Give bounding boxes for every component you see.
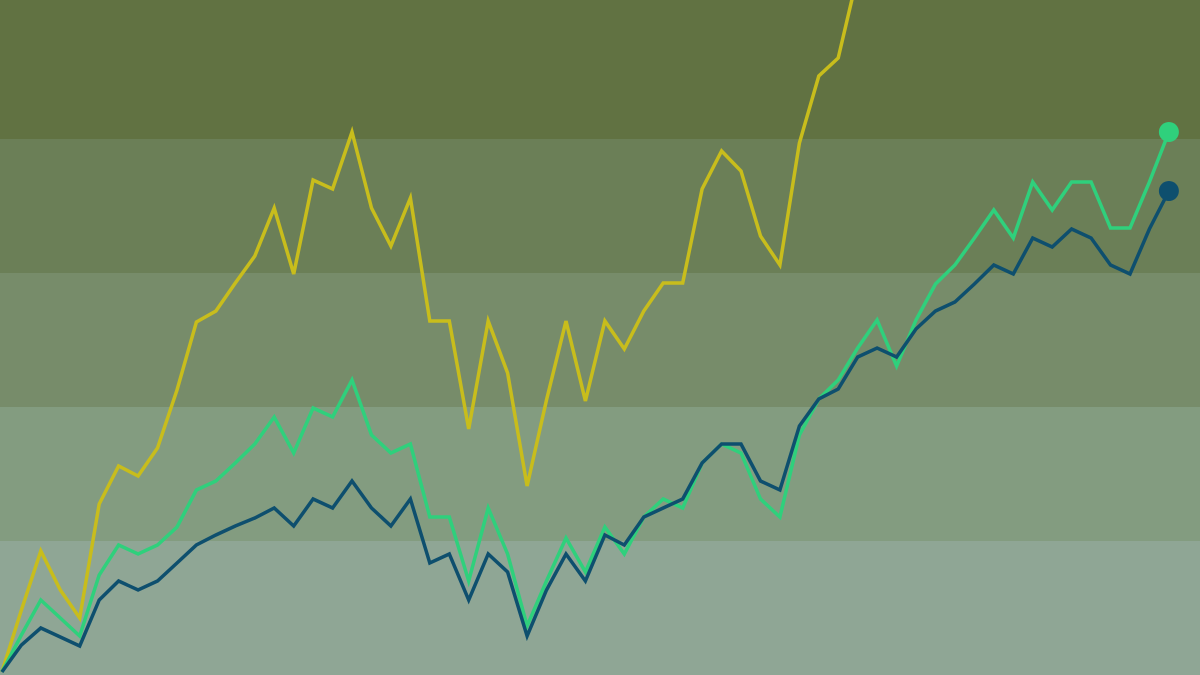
- grid-band: [0, 139, 1200, 273]
- series-line: [0, 190, 1171, 674]
- end-marker: [1158, 122, 1179, 142]
- grid-band: [0, 407, 1200, 541]
- grid-band: [0, 0, 1200, 139]
- end-marker: [1158, 181, 1179, 201]
- series-line: [0, 131, 1171, 673]
- grid-band: [0, 541, 1200, 675]
- series-line: [0, 0, 854, 673]
